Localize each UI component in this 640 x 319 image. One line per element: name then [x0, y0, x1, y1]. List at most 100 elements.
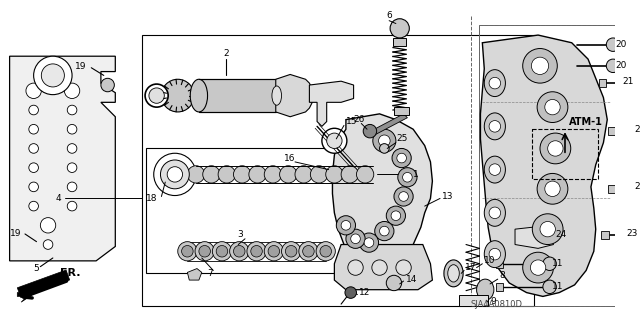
Circle shape	[375, 221, 394, 241]
Circle shape	[67, 105, 77, 115]
Circle shape	[280, 166, 297, 183]
Circle shape	[299, 242, 318, 261]
Polygon shape	[481, 35, 607, 296]
Text: 22: 22	[634, 182, 640, 191]
Circle shape	[182, 246, 193, 257]
Circle shape	[537, 174, 568, 204]
Circle shape	[230, 242, 249, 261]
Circle shape	[548, 141, 563, 156]
Circle shape	[403, 173, 412, 182]
Bar	[608, 127, 616, 135]
Circle shape	[392, 148, 412, 168]
Circle shape	[399, 192, 408, 201]
Circle shape	[489, 249, 500, 260]
Circle shape	[40, 218, 56, 233]
Circle shape	[178, 242, 197, 261]
Text: 1: 1	[413, 170, 419, 179]
Ellipse shape	[484, 113, 506, 140]
Circle shape	[199, 246, 211, 257]
Circle shape	[29, 163, 38, 173]
Circle shape	[364, 238, 374, 248]
Circle shape	[161, 79, 194, 112]
Circle shape	[523, 48, 557, 83]
Circle shape	[397, 153, 406, 163]
Text: 11: 11	[552, 259, 563, 268]
Circle shape	[391, 211, 401, 220]
Polygon shape	[515, 225, 554, 249]
Circle shape	[540, 133, 571, 164]
Circle shape	[398, 168, 417, 187]
Bar	[460, 294, 488, 306]
Text: 11: 11	[552, 282, 563, 291]
Ellipse shape	[272, 86, 282, 105]
Bar	[479, 26, 615, 306]
Bar	[496, 283, 504, 291]
Text: 17: 17	[465, 263, 477, 272]
Circle shape	[26, 83, 42, 99]
Text: ATM-1: ATM-1	[569, 116, 603, 127]
Text: 5: 5	[34, 264, 40, 273]
Circle shape	[203, 166, 220, 183]
Circle shape	[372, 260, 387, 275]
Polygon shape	[334, 245, 433, 290]
Bar	[608, 185, 616, 193]
Text: 22: 22	[634, 125, 640, 134]
Circle shape	[188, 166, 205, 183]
Polygon shape	[188, 269, 202, 280]
Circle shape	[67, 144, 77, 153]
Polygon shape	[17, 283, 50, 302]
Circle shape	[531, 260, 546, 275]
Circle shape	[29, 144, 38, 153]
Circle shape	[606, 38, 620, 51]
Text: 9: 9	[490, 297, 496, 306]
Text: 20: 20	[615, 61, 627, 70]
Polygon shape	[309, 81, 353, 126]
Circle shape	[634, 75, 640, 91]
Ellipse shape	[484, 241, 506, 268]
Text: 19: 19	[10, 229, 21, 239]
Text: 10: 10	[484, 256, 496, 265]
Bar	[199, 79, 276, 112]
Circle shape	[154, 153, 196, 196]
Circle shape	[264, 242, 284, 261]
Circle shape	[322, 128, 347, 153]
Circle shape	[394, 187, 413, 206]
Circle shape	[285, 246, 297, 257]
Circle shape	[29, 201, 38, 211]
Circle shape	[161, 160, 189, 189]
Text: 18: 18	[146, 194, 157, 203]
Bar	[602, 231, 609, 239]
Text: 13: 13	[442, 192, 454, 201]
Circle shape	[249, 166, 266, 183]
Bar	[394, 107, 410, 115]
Circle shape	[218, 166, 236, 183]
Circle shape	[247, 242, 266, 261]
Circle shape	[356, 166, 374, 183]
Circle shape	[543, 280, 556, 293]
Circle shape	[360, 233, 379, 252]
Circle shape	[67, 124, 77, 134]
Circle shape	[489, 207, 500, 219]
Circle shape	[326, 166, 343, 183]
Circle shape	[65, 83, 80, 99]
Circle shape	[387, 206, 406, 225]
Text: 19: 19	[75, 62, 86, 71]
Circle shape	[212, 242, 232, 261]
Polygon shape	[367, 114, 408, 137]
Text: 21: 21	[623, 77, 634, 86]
Text: 25: 25	[396, 134, 407, 143]
Circle shape	[251, 246, 262, 257]
Circle shape	[390, 19, 410, 38]
Circle shape	[216, 246, 228, 257]
Text: 4: 4	[56, 194, 61, 203]
Ellipse shape	[484, 199, 506, 226]
Text: FR.: FR.	[60, 268, 80, 278]
Circle shape	[341, 166, 358, 183]
Ellipse shape	[190, 79, 207, 112]
Circle shape	[295, 166, 312, 183]
Circle shape	[396, 260, 412, 275]
Circle shape	[303, 246, 314, 257]
Circle shape	[537, 92, 568, 122]
Text: 3: 3	[237, 230, 243, 240]
Bar	[17, 270, 70, 298]
